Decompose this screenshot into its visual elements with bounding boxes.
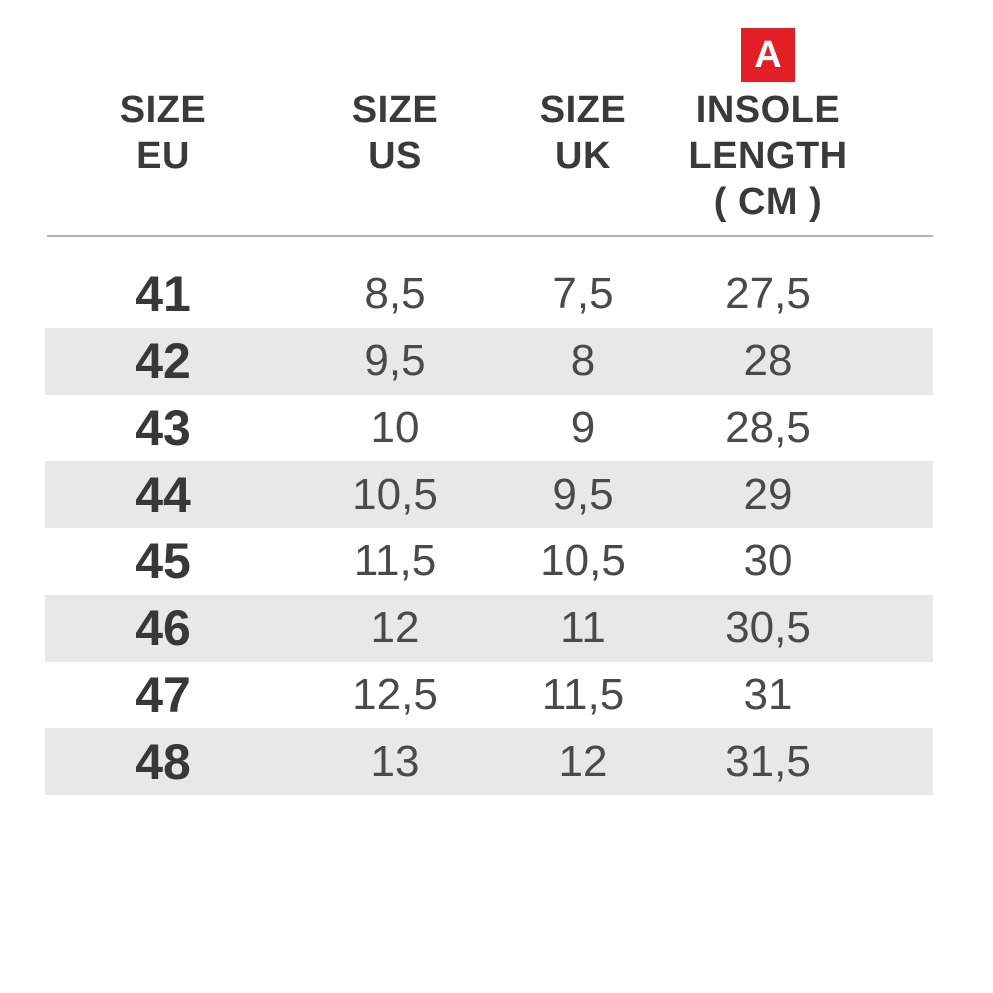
cell-insole-length: 28,5 — [725, 402, 811, 452]
cell-size-eu: 42 — [135, 333, 191, 390]
header-size-eu: SIZE EU — [45, 87, 281, 225]
table-body: 41 8,5 7,5 27,5 42 9,5 8 28 43 10 9 28,5… — [45, 261, 933, 795]
cell-insole-length: 28 — [743, 336, 793, 386]
table-row: 41 8,5 7,5 27,5 — [45, 261, 933, 328]
cell-size-eu: 41 — [135, 266, 191, 323]
header-line: EU — [136, 135, 190, 177]
cell-size-us: 9,5 — [364, 336, 426, 386]
cell-size-eu: 48 — [135, 733, 191, 790]
cell-insole-length: 31,5 — [725, 736, 811, 786]
measurement-a-badge: A — [741, 28, 795, 82]
cell-size-us: 8,5 — [364, 269, 426, 319]
cell-size-uk: 10,5 — [540, 536, 626, 586]
cell-size-us: 13 — [370, 736, 420, 786]
measurement-a-badge-label: A — [754, 33, 782, 76]
cell-size-us: 10,5 — [352, 469, 438, 519]
cell-size-uk: 9 — [570, 402, 596, 452]
cell-insole-length: 29 — [743, 469, 793, 519]
cell-insole-length: 30 — [743, 536, 793, 586]
header-line: SIZE — [119, 89, 207, 131]
header-size-uk: SIZE UK — [509, 87, 657, 225]
table-row: 43 10 9 28,5 — [45, 395, 933, 462]
cell-size-us: 12,5 — [352, 669, 438, 719]
cell-insole-length: 27,5 — [725, 269, 811, 319]
cell-size-eu: 47 — [135, 666, 191, 723]
cell-size-us: 10 — [370, 402, 420, 452]
cell-size-eu: 43 — [135, 399, 191, 456]
cell-size-us: 12 — [370, 603, 420, 653]
table-row: 47 12,5 11,5 31 — [45, 662, 933, 729]
header-divider — [47, 235, 933, 237]
cell-size-uk: 9,5 — [552, 469, 614, 519]
cell-size-eu: 45 — [135, 533, 191, 590]
cell-size-us: 11,5 — [353, 536, 437, 586]
cell-insole-length: 30,5 — [725, 603, 811, 653]
cell-size-uk: 11,5 — [541, 669, 625, 719]
table-row: 48 13 12 31,5 — [45, 728, 933, 795]
cell-size-uk: 7,5 — [552, 269, 614, 319]
cell-size-uk: 12 — [558, 736, 608, 786]
header-spacer — [879, 87, 933, 225]
header-line: US — [368, 135, 422, 177]
table-header: SIZE EU SIZE US SIZE UK INSOLE LENGTH ( … — [45, 87, 933, 225]
header-line: INSOLE — [695, 89, 841, 131]
header-line: SIZE — [539, 89, 627, 131]
header-line: UK — [555, 135, 611, 177]
cell-insole-length: 31 — [743, 669, 793, 719]
header-line: ( CM ) — [713, 181, 823, 223]
table-row: 42 9,5 8 28 — [45, 327, 933, 395]
cell-size-uk: 11 — [560, 603, 606, 653]
table-row: 46 12 11 30,5 — [45, 594, 933, 662]
cell-size-eu: 46 — [135, 600, 191, 657]
header-insole-length: INSOLE LENGTH ( CM ) — [657, 87, 879, 225]
header-line: SIZE — [351, 89, 439, 131]
cell-size-eu: 44 — [135, 466, 191, 523]
header-line: LENGTH — [688, 135, 848, 177]
table-row: 45 11,5 10,5 30 — [45, 528, 933, 595]
header-size-us: SIZE US — [281, 87, 509, 225]
table-row: 44 10,5 9,5 29 — [45, 461, 933, 528]
cell-size-uk: 8 — [570, 336, 596, 386]
